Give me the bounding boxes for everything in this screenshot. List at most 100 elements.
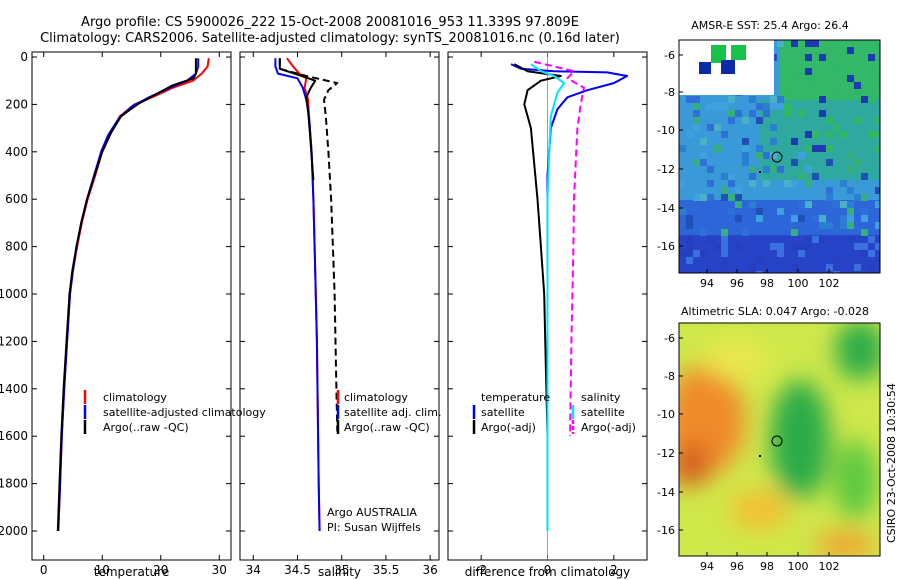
sst-pixel: [833, 61, 840, 68]
sst-pixel: [749, 173, 756, 180]
sst-pixel: [875, 187, 880, 194]
difference-series-1: [513, 63, 562, 531]
sst-pixel: [686, 250, 693, 257]
map-x-tick-label: 96: [730, 560, 744, 573]
map-y-tick-label: -16: [657, 524, 675, 537]
sst-pixel: [693, 250, 700, 257]
sst-pixel: [861, 229, 868, 236]
temperature-profile-chart: 0 10 20 30 0 200 400 600 800 1000 1200 1400 1600 1800…: [0, 50, 232, 579]
sst-pixel: [707, 124, 714, 131]
sst-pixel: [791, 180, 798, 187]
sst-pixel: [777, 166, 784, 173]
sst-pixel: [798, 215, 805, 222]
legend-label-argo: Argo(..raw -QC): [344, 421, 430, 434]
map-y-tick-label: -6: [664, 332, 675, 345]
sst-pixel: [777, 103, 784, 110]
sst-pixel: [847, 75, 854, 82]
sst-pixel: [847, 47, 854, 54]
sst-pixel: [875, 257, 880, 264]
map-x-tick-label: 96: [730, 277, 744, 290]
map-x-tick-label: 100: [788, 560, 809, 573]
difference-x-axis-label: difference from climatology: [465, 565, 631, 579]
y-tick-label: 1400: [0, 382, 28, 396]
map-x-tick-label: 94: [700, 277, 714, 290]
annotation-argo-australia: Argo AUSTRALIA: [327, 506, 417, 519]
x-tick-label: 2: [610, 563, 618, 577]
sst-pixel: [847, 152, 854, 159]
sst-pixel: [875, 75, 880, 82]
sst-pixel: [728, 208, 735, 215]
sst-pixel: [868, 131, 875, 138]
sst-pixel: [854, 159, 861, 166]
temperature-x-axis-label: temperature: [94, 565, 169, 579]
legend-label-sal-argo: Argo(-adj): [581, 421, 636, 434]
sst-pixel: [784, 110, 791, 117]
sst-pixel: [693, 117, 700, 124]
sst-pixel: [791, 215, 798, 222]
sst-pixel: [812, 173, 819, 180]
sst-pixel: [812, 145, 819, 152]
sst-pixel: [735, 243, 742, 250]
sst-pixel: [826, 194, 833, 201]
sst-pixel: [875, 201, 880, 208]
sst-pixel: [693, 159, 700, 166]
sst-pixel: [875, 271, 880, 273]
sst-pixel: [763, 166, 770, 173]
sst-pixel: [791, 159, 798, 166]
sst-pixel: [854, 117, 861, 124]
sst-pixel: [819, 54, 826, 61]
sst-pixel: [861, 243, 868, 250]
sst-pixel: [840, 61, 847, 68]
sst-pixel: [805, 166, 812, 173]
sst-pixel: [861, 194, 868, 201]
legend-label-satellite-adjusted: satellite-adjusted climatology: [103, 406, 266, 419]
legend-label-climatology: climatology: [103, 391, 167, 404]
x-tick-label: 30: [212, 563, 227, 577]
sst-pixel: [707, 236, 714, 243]
sst-pixel: [798, 110, 805, 117]
sst-pixel: [721, 229, 728, 236]
x-tick-label: 20: [153, 563, 168, 577]
legend-label-salinity: salinity: [581, 391, 621, 404]
sst-pixel: [714, 243, 721, 250]
sst-pixel: [798, 250, 805, 257]
sst-pixel: [791, 40, 798, 47]
sst-pixel: [742, 117, 749, 124]
sst-pixel: [700, 159, 707, 166]
sst-pixel: [721, 187, 728, 194]
sst-pixel: [742, 159, 749, 166]
sst-pixel: [812, 75, 819, 82]
map-x-tick-label: 94: [700, 560, 714, 573]
sst-pixel: [805, 40, 812, 47]
sst-pixel: [847, 236, 854, 243]
sst-pixel: [749, 201, 756, 208]
sst-pixel: [833, 271, 840, 273]
sst-pixel: [721, 250, 728, 257]
sst-pixel: [819, 215, 826, 222]
salinity-x-axis-label: salinity: [318, 565, 361, 579]
legend-label-satellite: satellite adj. clim.: [344, 406, 441, 419]
sst-pixel: [707, 180, 714, 187]
sst-pixel: [798, 243, 805, 250]
map-y-tick-label: -10: [657, 408, 675, 421]
sst-pixel: [700, 152, 707, 159]
sst-pixel: [784, 180, 791, 187]
sst-pixel: [791, 264, 798, 271]
sst-pixel: [805, 145, 812, 152]
sst-pixel: [693, 96, 700, 103]
legend-label-climatology: climatology: [344, 391, 408, 404]
sst-pixel: [847, 215, 854, 222]
temperature-legend: climatology satellite-adjusted climatolo…: [83, 390, 266, 434]
sst-pixel: [777, 40, 784, 47]
sst-pixel: [721, 103, 728, 110]
sst-pixel: [686, 215, 693, 222]
x-tick-label: 10: [95, 563, 110, 577]
sla-argo-marker: [771, 435, 783, 447]
sst-pixel: [875, 222, 880, 229]
sst-pixel: [721, 236, 728, 243]
sst-pixel: [875, 243, 880, 250]
sst-pixel: [742, 152, 749, 159]
x-tick-label: 36: [423, 563, 438, 577]
salinity-profile-chart: 34 34.5 35 35.5 36 salinity: [239, 51, 440, 579]
figure-title-line1: Argo profile: CS 5900026_222 15-Oct-2008…: [81, 15, 579, 30]
